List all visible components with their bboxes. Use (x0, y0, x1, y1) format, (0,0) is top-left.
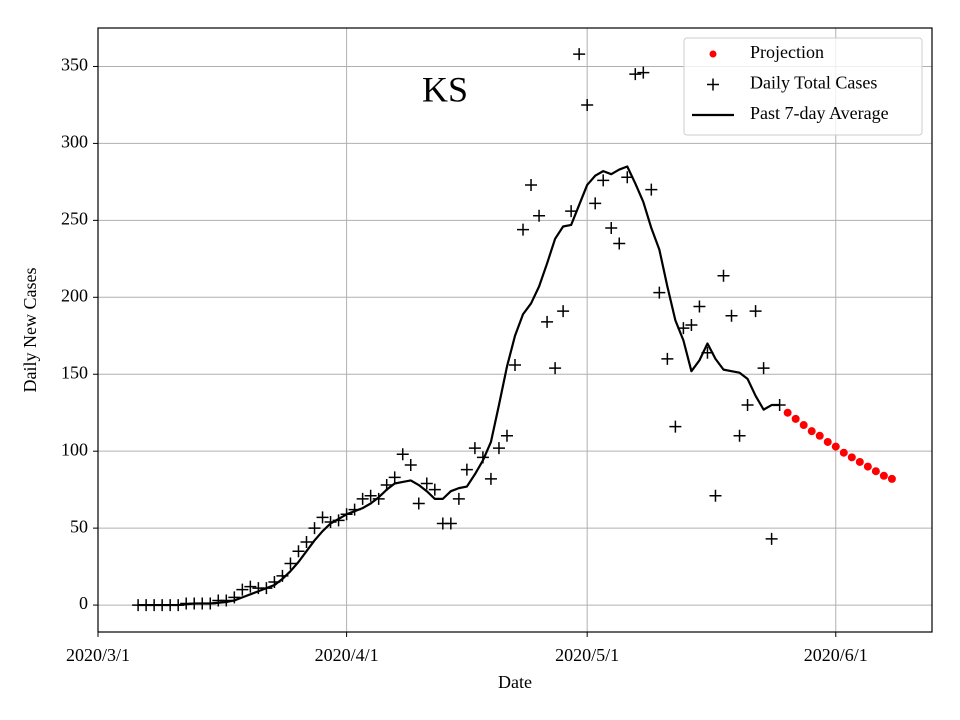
daily-point (573, 48, 586, 61)
daily-point (589, 197, 602, 210)
daily-point (629, 68, 642, 81)
daily-point (605, 222, 618, 235)
projection-point (791, 414, 800, 423)
average-line (138, 165, 780, 607)
y-tick-label: 250 (61, 208, 88, 228)
legend-label: Past 7-day Average (750, 103, 889, 123)
legend-label: Daily Total Cases (750, 73, 877, 93)
y-axis-label: Daily New Cases (20, 268, 40, 393)
daily-point (765, 532, 778, 545)
y-tick-label: 300 (61, 132, 88, 152)
daily-point (388, 471, 401, 484)
y-tick-label: 150 (61, 362, 88, 382)
y-tick-label: 0 (79, 593, 88, 613)
projection-point (855, 457, 864, 466)
legend-box (683, 37, 923, 136)
daily-point (300, 535, 313, 548)
projection-point (839, 448, 848, 457)
daily-point (565, 205, 578, 218)
projection-point (863, 462, 872, 471)
daily-point (460, 463, 473, 476)
daily-point (733, 429, 746, 442)
projection-point (815, 431, 824, 440)
daily-point (412, 497, 425, 510)
daily-point (292, 545, 305, 558)
daily-point (685, 318, 698, 331)
daily-point (653, 286, 666, 299)
daily-point (372, 492, 385, 505)
projection-point (871, 467, 880, 476)
daily-point (492, 442, 505, 455)
y-tick-label: 100 (61, 439, 88, 459)
daily-point (356, 492, 369, 505)
y-tick-label: 350 (61, 55, 88, 75)
projection-point (807, 427, 816, 436)
daily-point (484, 472, 497, 485)
daily-point (597, 174, 610, 187)
daily-point (757, 362, 770, 375)
daily-point (284, 557, 297, 570)
projection-point (799, 421, 808, 430)
daily-point (308, 522, 321, 535)
daily-point (709, 489, 722, 502)
chart-title: KS (422, 69, 468, 109)
daily-point (637, 66, 650, 79)
daily-point (500, 429, 513, 442)
daily-point (468, 442, 481, 455)
projection-point (887, 474, 896, 483)
daily-point (645, 183, 658, 196)
legend-marker (707, 78, 719, 91)
daily-point (404, 459, 417, 472)
projection-point (831, 442, 840, 451)
daily-point (549, 362, 562, 375)
x-tick-label: 2020/5/1 (555, 645, 619, 665)
daily-point (581, 98, 594, 111)
daily-point (525, 178, 538, 191)
x-axis-label: Date (498, 672, 532, 692)
legend-label: Projection (750, 42, 824, 62)
daily-point (669, 420, 682, 433)
daily-point (452, 492, 465, 505)
projection-point (847, 453, 856, 462)
daily-point (557, 305, 570, 318)
daily-point (725, 309, 738, 322)
daily-point (541, 315, 554, 328)
daily-point (717, 269, 730, 282)
daily-point (749, 305, 762, 318)
daily-point (444, 517, 457, 530)
daily-point (420, 477, 433, 490)
daily-point (316, 511, 329, 524)
x-tick-label: 2020/4/1 (315, 645, 379, 665)
daily-point (533, 209, 546, 222)
daily-point (741, 399, 754, 412)
daily-point (428, 483, 441, 496)
daily-point (693, 300, 706, 313)
legend-marker (709, 50, 717, 58)
projection-point (879, 471, 888, 480)
y-tick-label: 50 (70, 516, 88, 536)
daily-point (517, 223, 530, 236)
x-tick-label: 2020/3/1 (66, 645, 130, 665)
projection-point (783, 408, 792, 417)
daily-point (236, 583, 249, 596)
daily-point (364, 489, 377, 502)
y-tick-label: 200 (61, 285, 88, 305)
daily-point (244, 580, 257, 593)
x-tick-label: 2020/6/1 (804, 645, 868, 665)
plot-frame (97, 27, 933, 633)
projection-point (823, 437, 832, 446)
daily-point (613, 237, 626, 250)
daily-point (509, 359, 521, 372)
daily-point (396, 448, 409, 461)
daily-point (661, 352, 674, 365)
